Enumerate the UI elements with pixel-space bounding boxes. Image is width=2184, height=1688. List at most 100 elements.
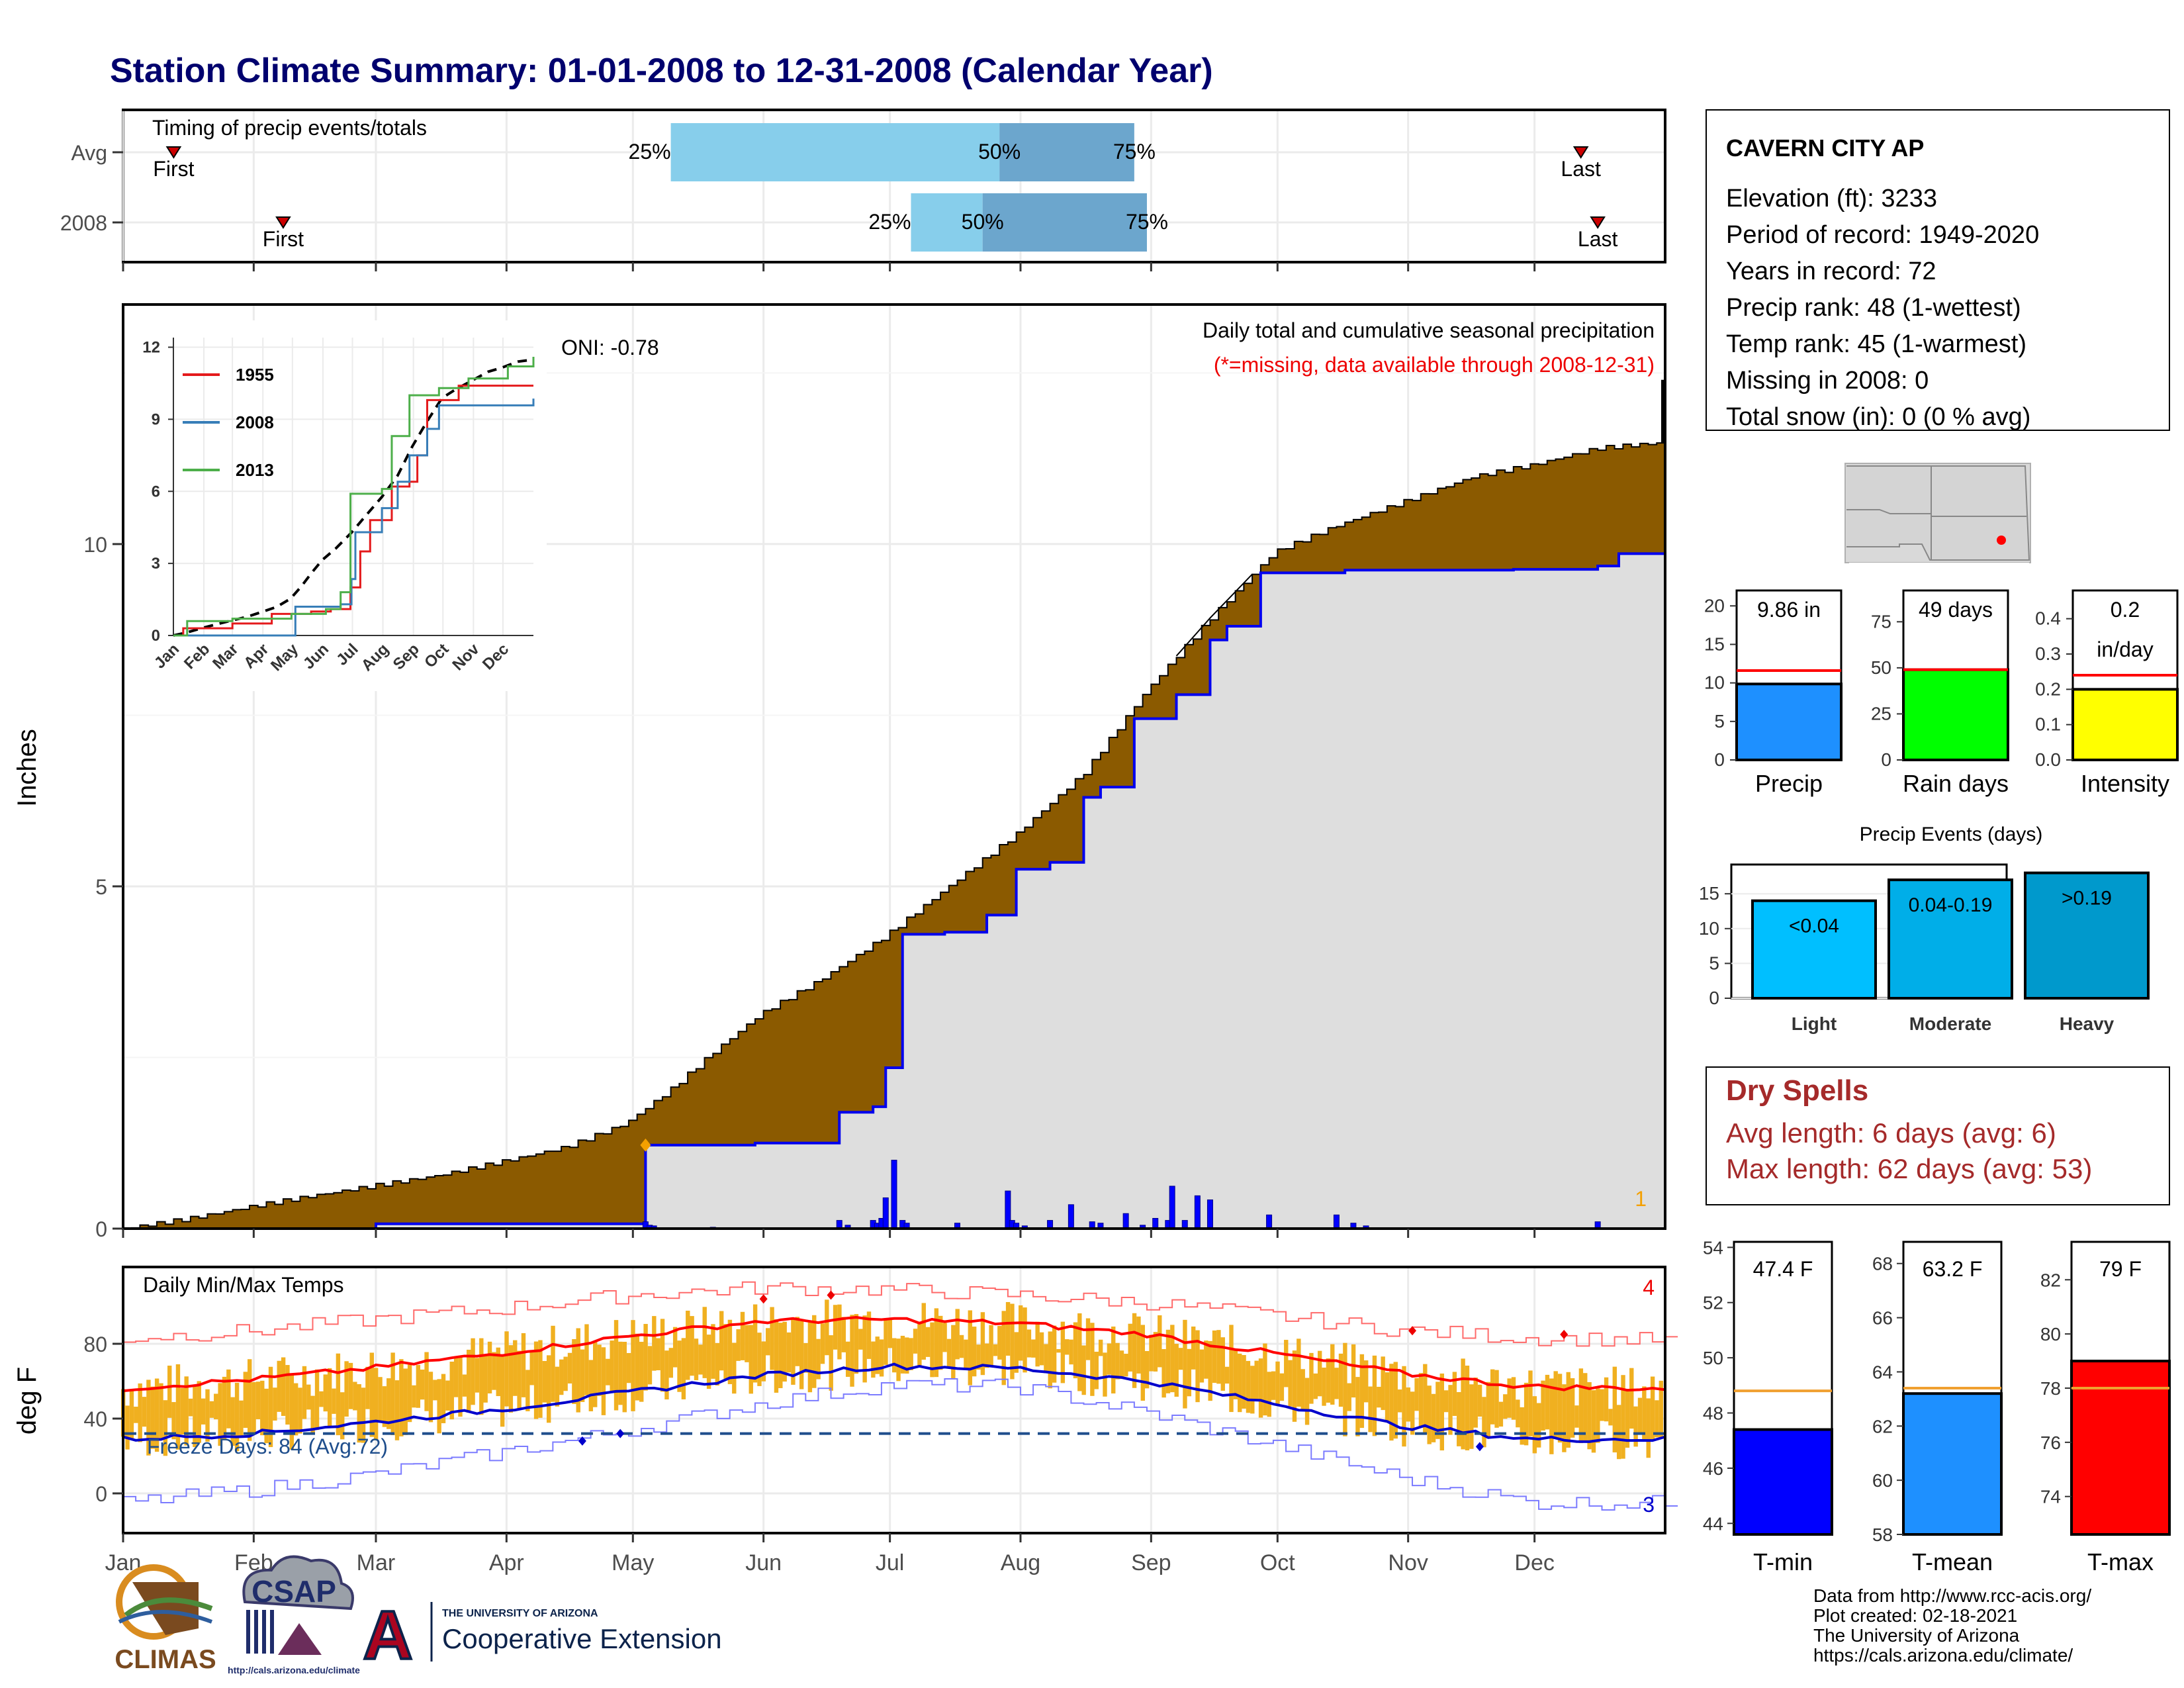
inset-y-tick: 9 (152, 410, 160, 428)
daily-temp-bar (513, 1340, 518, 1396)
climas-logo-text: CLIMAS (114, 1645, 216, 1674)
daily-temp-bar (745, 1325, 749, 1362)
daily-temp-bar (1144, 1350, 1150, 1389)
record-high-marker-icon (827, 1290, 835, 1300)
daily-temp-bar (576, 1328, 580, 1413)
daily-temp-bar (1242, 1355, 1246, 1409)
daily-temp-bar (1297, 1338, 1301, 1407)
daily-temp-bar (323, 1374, 328, 1412)
daily-temp-bar (900, 1335, 905, 1374)
daily-temp-bar (816, 1338, 821, 1380)
daily-temp-bar (972, 1327, 977, 1377)
daily-temp-bar (1659, 1380, 1664, 1438)
station-location-map (1844, 463, 2031, 565)
daily-temp-bar (533, 1341, 539, 1419)
daily-temp-bar (1039, 1332, 1044, 1366)
daily-temp-bar (572, 1338, 576, 1404)
daily-temp-bar (791, 1317, 796, 1385)
daily-temp-bar (1246, 1360, 1251, 1413)
daily-temp-bar (1107, 1343, 1112, 1375)
daily-temp-bar (664, 1350, 669, 1400)
daily-temp-bar (930, 1322, 934, 1378)
daily-temp-bar (1650, 1376, 1655, 1440)
daily-temp-bar (702, 1307, 707, 1378)
daily-temp-bar (1183, 1319, 1187, 1409)
daily-temp-bar (496, 1347, 500, 1397)
daily-temp-bar (1642, 1386, 1647, 1440)
daily-temp-bar (1612, 1366, 1617, 1453)
daily-temp-bar (1103, 1352, 1107, 1397)
daily-temp-bar (1507, 1378, 1512, 1418)
daily-temp-bar (184, 1376, 189, 1446)
record-low-marker-icon (616, 1429, 625, 1438)
daily-temp-bar (1418, 1373, 1424, 1427)
timing-bar-lower (670, 123, 1000, 181)
daily-temp-bar (1402, 1366, 1406, 1447)
daily-temp-bar (180, 1387, 185, 1435)
daily-temp-bar (382, 1386, 387, 1427)
daily-temp-bar (1267, 1372, 1271, 1417)
daily-temp-bar (1115, 1342, 1120, 1380)
daily-temp-bar (467, 1349, 471, 1413)
daily-temp-bar (1317, 1350, 1322, 1397)
daily-temp-bar (529, 1350, 534, 1385)
daily-temp-bar (715, 1342, 720, 1386)
daily-temp-bar (1065, 1339, 1069, 1355)
event-bar-range: >0.19 (2062, 888, 2112, 910)
inset-y-tick: 12 (142, 339, 160, 357)
daily-temp-bar (428, 1372, 433, 1423)
daily-temp-bar (727, 1319, 733, 1384)
daily-temp-bar (1263, 1343, 1267, 1416)
daily-temp-bar (563, 1356, 568, 1391)
daily-precip-bar (1194, 1195, 1201, 1229)
summary-bar-value-unit: in/day (2097, 637, 2153, 661)
daily-temp-bar (1170, 1325, 1175, 1393)
temp-bar-tick: 76 (2040, 1432, 2061, 1453)
daily-temp-bar (1111, 1326, 1116, 1394)
daily-temp-bar (1621, 1375, 1625, 1459)
daily-temp-bar (652, 1316, 657, 1371)
daily-temp-bar (850, 1315, 854, 1387)
timing-bar-upper (999, 123, 1134, 181)
summary-bar-tick: 50 (1871, 657, 1891, 678)
daily-temp-bar (1094, 1351, 1099, 1389)
daily-temp-bar (614, 1320, 619, 1411)
timing-p25-label: 25% (629, 140, 671, 164)
events-title: Precip Events (days) (1860, 823, 2043, 845)
daily-temp-bar (163, 1400, 168, 1456)
daily-temp-bar (1124, 1354, 1128, 1377)
figure-title: Station Climate Summary: 01-01-2008 to 1… (110, 52, 1213, 90)
daily-temp-bar (1368, 1386, 1373, 1432)
daily-temp-bar (1389, 1364, 1394, 1441)
temp-y-tick: 0 (95, 1482, 107, 1506)
daily-temp-bar (508, 1345, 514, 1413)
daily-temp-bar (1452, 1372, 1457, 1416)
month-tick-label: Mar (357, 1550, 396, 1575)
arizona-a-logo: A (363, 1597, 412, 1674)
daily-temp-bar (289, 1373, 295, 1450)
temperature-panel: 0 40 80 Daily Min/Max Temps Freeze Days: 8… (13, 1266, 1678, 1534)
footer-line: Data from http://www.rcc-acis.org/ (1813, 1585, 2091, 1606)
daily-temp-bar (1313, 1373, 1318, 1399)
daily-temp-bar (909, 1338, 913, 1370)
daily-temp-bar (829, 1335, 833, 1391)
first-marker-icon (275, 216, 291, 229)
daily-temp-bar (142, 1397, 147, 1427)
daily-temp-bar (378, 1377, 383, 1423)
daily-temp-bar (559, 1359, 564, 1395)
average-min-line (122, 1362, 1666, 1443)
daily-temp-bar (1026, 1329, 1032, 1358)
station-info-line: Precip rank: 48 (1-wettest) (1726, 294, 2021, 322)
temp-bar-value: 47.4 F (1753, 1257, 1813, 1281)
month-tick-label: May (612, 1550, 654, 1575)
daily-temp-bar (1608, 1409, 1613, 1426)
daily-temp-bar (1005, 1301, 1011, 1356)
precip-y-tick: 0 (95, 1217, 107, 1241)
daily-temp-bar (875, 1336, 880, 1374)
daily-temp-bar (1524, 1382, 1529, 1446)
temp-y-tick: 40 (83, 1407, 107, 1431)
last-marker-icon (1590, 216, 1606, 229)
daily-temp-bar (711, 1324, 715, 1379)
daily-temp-bar (1048, 1331, 1052, 1389)
